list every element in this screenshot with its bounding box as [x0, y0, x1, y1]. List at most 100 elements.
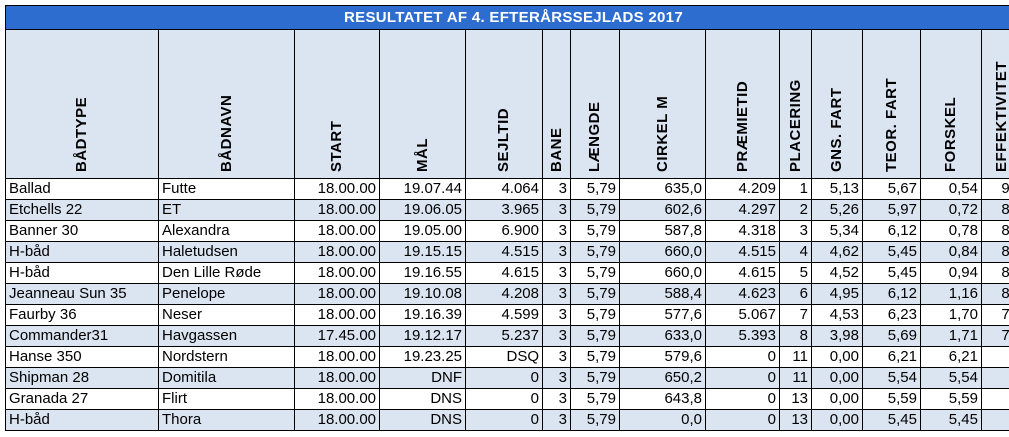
- table-cell: 5,79: [570, 388, 620, 410]
- table-cell: 587,8: [619, 220, 706, 242]
- column-header: SEJLTID: [465, 29, 543, 179]
- table-cell: 5,79: [570, 220, 620, 242]
- table-cell: 18.00.00: [294, 388, 380, 410]
- table-row: Ballad Futte 18.00.00 19.07.44 4.064 3 5,79 635…: [5, 178, 1009, 200]
- column-header-label: EFFEKTIVITET: [992, 61, 1009, 172]
- table-cell: 18.00.00: [294, 283, 380, 305]
- table-row: Jeanneau Sun 35 Penelope 18.00.00 19.10.08 4…: [5, 283, 1009, 305]
- table-cell: 5,79: [570, 241, 620, 263]
- table-cell: 18.00.00: [294, 262, 380, 284]
- table-cell: DNS: [379, 409, 466, 431]
- table-cell: 18.00.00: [294, 367, 380, 389]
- table-cell: 5,79: [570, 262, 620, 284]
- header-row: BÅDTYPE BÅDNAVN START MÅL SEJLTID BANE LÆNGDE C…: [5, 29, 1009, 179]
- table-cell: 6: [779, 283, 812, 305]
- table-cell: 3: [542, 199, 571, 221]
- table-cell: Nordstern: [158, 346, 295, 368]
- table-cell: 5,79: [570, 199, 620, 221]
- column-header-label: BÅDTYPE: [73, 96, 90, 172]
- table-cell: 5.237: [465, 325, 543, 347]
- table-cell: 3: [542, 325, 571, 347]
- table-cell: Banner 30: [5, 220, 159, 242]
- table-cell: Etchells 22: [5, 199, 159, 221]
- table-row: Granada 27 Flirt 18.00.00 DNS 0 3 5,79 643,8 0 13…: [5, 388, 1009, 410]
- table-cell: 0,84: [920, 241, 982, 263]
- table-cell: 633,0: [619, 325, 706, 347]
- table-cell: 579,6: [619, 346, 706, 368]
- table-cell: 4.318: [705, 220, 780, 242]
- table-cell: 3: [542, 367, 571, 389]
- table-cell: 19.07.44: [379, 178, 466, 200]
- table-cell: H-båd: [5, 241, 159, 263]
- table-cell: 660,0: [619, 241, 706, 263]
- table-cell: 90: [981, 178, 1009, 200]
- table-cell: 3: [542, 178, 571, 200]
- table-cell: 4.208: [465, 283, 543, 305]
- table-cell: 3,98: [811, 325, 863, 347]
- table-row: H-båd Den Lille Røde 18.00.00 19.16.55 4.615…: [5, 262, 1009, 284]
- table-cell: 18.00.00: [294, 199, 380, 221]
- table-cell: Jeanneau Sun 35: [5, 283, 159, 305]
- table-cell: Hanse 350: [5, 346, 159, 368]
- table-cell: 5,67: [862, 178, 921, 200]
- table-row: H-båd Haletudsen 18.00.00 19.15.15 4.515 3 5,7…: [5, 241, 1009, 263]
- table-cell: Neser: [158, 304, 295, 326]
- column-header: TEOR. FART: [862, 29, 921, 179]
- table-cell: 6,12: [862, 220, 921, 242]
- table-cell: 3.965: [465, 199, 543, 221]
- table-cell: Commander31: [5, 325, 159, 347]
- column-header: PRÆMIETID: [705, 29, 780, 179]
- table-cell: DNS: [379, 388, 466, 410]
- table-cell: 0,94: [920, 262, 982, 284]
- table-cell: 5.067: [705, 304, 780, 326]
- table-cell: 0: [705, 409, 780, 431]
- table-cell: Alexandra: [158, 220, 295, 242]
- column-header: CIRKEL M: [619, 29, 706, 179]
- table-cell: 602,6: [619, 199, 706, 221]
- table-row: Shipman 28 Domitila 18.00.00 DNF 0 3 5,79 650,2…: [5, 367, 1009, 389]
- table-cell: 3: [542, 241, 571, 263]
- column-header: GNS. FART: [811, 29, 863, 179]
- table-cell: ET: [158, 199, 295, 221]
- table-cell: 0: [705, 346, 780, 368]
- table-cell: 81: [981, 283, 1009, 305]
- table-row: Hanse 350 Nordstern 18.00.00 19.23.25 DSQ 3 5,…: [5, 346, 1009, 368]
- table-cell: 5,59: [862, 388, 921, 410]
- table-cell: 5,79: [570, 178, 620, 200]
- table-cell: 73: [981, 304, 1009, 326]
- table-cell: 18.00.00: [294, 304, 380, 326]
- table-cell: Havgassen: [158, 325, 295, 347]
- table-cell: 4.615: [465, 262, 543, 284]
- table-cell: DSQ: [465, 346, 543, 368]
- table-cell: 6,21: [920, 346, 982, 368]
- table-cell: 4.297: [705, 199, 780, 221]
- table-cell: 19.16.39: [379, 304, 466, 326]
- column-header-label: PRÆMIETID: [733, 80, 751, 172]
- table-cell: 18.00.00: [294, 346, 380, 368]
- column-header-label: CIRKEL M: [653, 95, 671, 172]
- table-cell: 5,97: [862, 199, 921, 221]
- table-cell: 5,34: [811, 220, 863, 242]
- table-cell: 5,45: [862, 409, 921, 431]
- table-cell: 11: [779, 367, 812, 389]
- table-cell: 660,0: [619, 262, 706, 284]
- table-cell: 5,45: [862, 262, 921, 284]
- table-cell: 4,62: [811, 241, 863, 263]
- table-cell: 5,79: [570, 367, 620, 389]
- table-cell: 3: [542, 388, 571, 410]
- table-cell: Haletudsen: [158, 241, 295, 263]
- table-cell: 0: [981, 388, 1009, 410]
- column-header: EFFEKTIVITET: [981, 29, 1009, 179]
- table-cell: 18.00.00: [294, 409, 380, 431]
- column-header-label: SEJLTID: [495, 107, 512, 172]
- table-cell: 5,59: [920, 388, 982, 410]
- column-header-label: TEOR. FART: [882, 77, 900, 172]
- table-cell: 83: [981, 262, 1009, 284]
- table-cell: 13: [779, 388, 812, 410]
- table-cell: 0,78: [920, 220, 982, 242]
- column-header-label: BANE: [547, 127, 565, 172]
- table-cell: 3: [542, 220, 571, 242]
- table-cell: 1: [779, 178, 812, 200]
- results-table: RESULTATET AF 4. EFTERÅRSSEJLADS 2017 BÅ…: [5, 5, 1009, 431]
- table-cell: 19.16.55: [379, 262, 466, 284]
